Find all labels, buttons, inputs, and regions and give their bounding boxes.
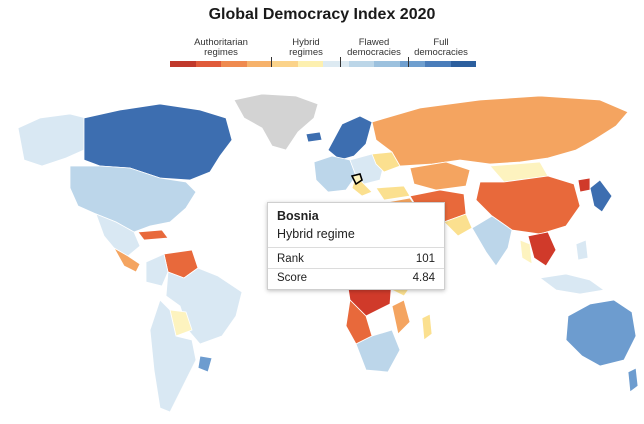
legend-divider-tick (271, 57, 272, 67)
country-tooltip: Bosnia Hybrid regime Rank 101 Score 4.84 (267, 202, 445, 290)
region-philippines[interactable] (575, 239, 589, 261)
region-southeast-asia[interactable] (527, 231, 557, 267)
tooltip-rank-value: 101 (415, 253, 435, 265)
legend-full: Full democracies (414, 37, 468, 58)
region-uruguay[interactable] (197, 355, 213, 373)
map-title: Global Democracy Index 2020 (208, 6, 436, 23)
tooltip-divider (268, 268, 444, 269)
region-new-zealand[interactable] (627, 367, 639, 393)
legend-swatch (170, 61, 196, 67)
region-western-europe[interactable] (313, 155, 357, 193)
tooltip-score-value: 4.84 (412, 272, 435, 284)
legend-swatch (323, 61, 349, 67)
legend-swatch (450, 61, 476, 67)
legend-swatch (399, 61, 425, 67)
region-scandinavia[interactable] (327, 115, 373, 161)
region-central-america[interactable] (112, 246, 141, 273)
legend-swatch (374, 61, 400, 67)
region-australia[interactable] (565, 299, 637, 367)
region-north-korea[interactable] (577, 177, 591, 193)
region-alaska[interactable] (17, 113, 87, 167)
region-belarus-ukraine[interactable] (371, 151, 401, 173)
region-china[interactable] (475, 175, 581, 235)
region-indonesia[interactable] (538, 273, 606, 295)
region-madagascar[interactable] (421, 313, 433, 341)
legend-divider-tick (340, 57, 341, 67)
region-brazil[interactable] (165, 267, 243, 345)
tooltip-score-label: Score (277, 272, 308, 284)
region-turkey[interactable] (375, 185, 411, 201)
legend-divider-tick (408, 57, 409, 67)
region-colombia[interactable] (145, 253, 169, 287)
legend-swatch (221, 61, 247, 67)
tooltip-rank-label: Rank (277, 253, 304, 265)
region-korea-japan[interactable] (589, 179, 613, 213)
legend-swatch (195, 61, 221, 67)
tooltip-country-name: Bosnia (277, 209, 319, 223)
region-southern-africa[interactable] (355, 329, 401, 373)
legend-hybrid: Hybrid regimes (289, 37, 323, 58)
region-cuba[interactable] (137, 229, 169, 241)
legend-swatch (425, 61, 451, 67)
legend-authoritarian: Authoritarian regimes (194, 37, 248, 58)
region-mexico[interactable] (95, 213, 141, 257)
tooltip-regime: Hybrid regime (277, 227, 355, 241)
legend-flawed: Flawed democracies (347, 37, 401, 58)
region-usa[interactable] (69, 165, 197, 233)
tooltip-divider (268, 247, 444, 248)
region-bosnia-highlight[interactable] (350, 173, 363, 186)
legend-labels: Authoritarian regimes Hybrid regimes Flawe… (170, 38, 476, 60)
region-mozambique[interactable] (391, 299, 411, 335)
legend-swatch (272, 61, 298, 67)
legend-swatch (297, 61, 323, 67)
legend-swatch (246, 61, 272, 67)
legend-color-scale (170, 61, 476, 67)
region-thailand[interactable] (519, 239, 533, 265)
region-argentina-chile[interactable] (149, 299, 197, 413)
legend-swatch (348, 61, 374, 67)
region-india[interactable] (471, 215, 513, 267)
region-russia[interactable] (371, 95, 629, 167)
region-iceland[interactable] (305, 131, 323, 143)
region-greenland[interactable] (233, 93, 319, 151)
region-kazakhstan[interactable] (409, 161, 471, 191)
